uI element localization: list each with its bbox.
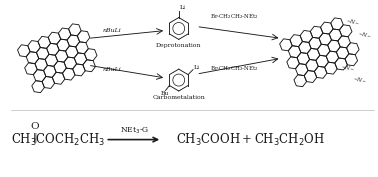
- Text: Br-CH$_2$CH$_2$-NEt$_2$: Br-CH$_2$CH$_2$-NEt$_2$: [210, 64, 259, 73]
- Text: Li: Li: [194, 65, 200, 70]
- Text: nBuLi: nBuLi: [103, 28, 122, 33]
- Text: ~N~: ~N~: [357, 31, 372, 40]
- Text: ~N~: ~N~: [340, 64, 355, 72]
- Text: ~N~: ~N~: [345, 18, 360, 27]
- Text: NEt$_3$-G: NEt$_3$-G: [120, 125, 149, 136]
- Text: +: +: [241, 133, 251, 146]
- Text: Li: Li: [180, 5, 186, 10]
- Text: CH$_3$CH$_2$OH: CH$_3$CH$_2$OH: [254, 132, 325, 148]
- Text: Deprotonation: Deprotonation: [156, 43, 201, 48]
- Text: CH$_3$COCH$_2$CH$_3$: CH$_3$COCH$_2$CH$_3$: [11, 132, 106, 148]
- Text: CH$_3$COOH: CH$_3$COOH: [176, 132, 240, 148]
- Text: Carbometalation: Carbometalation: [152, 95, 205, 100]
- Text: nBuLi: nBuLi: [103, 67, 122, 72]
- Text: ~N~: ~N~: [352, 76, 367, 84]
- Text: Br-CH$_2$CH$_2$-NEt$_2$: Br-CH$_2$CH$_2$-NEt$_2$: [210, 12, 259, 21]
- Text: O: O: [31, 122, 39, 131]
- Text: ‖: ‖: [33, 133, 37, 142]
- Text: Bu: Bu: [160, 92, 169, 96]
